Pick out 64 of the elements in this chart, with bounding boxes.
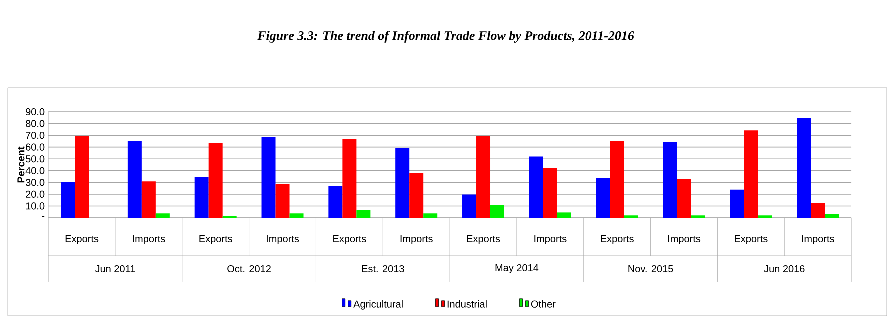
bar: [75, 136, 90, 218]
bar: [194, 177, 209, 218]
bar: [208, 143, 223, 218]
bar: [290, 214, 304, 218]
x-tick-label: Imports: [133, 236, 166, 244]
legend-label: Agricultural: [354, 300, 403, 310]
bar: [596, 178, 610, 218]
y-tick-label: 40.0: [26, 167, 45, 174]
text: Nov. 2015: [628, 265, 674, 273]
legend-label: Industrial: [448, 300, 487, 308]
x-tick-label: Exports: [601, 236, 634, 244]
bar: [128, 141, 142, 218]
bar: [811, 203, 826, 218]
y-tick-label: 60.0: [26, 144, 45, 151]
y-tick-label: 50.0: [26, 156, 45, 163]
bar: [825, 214, 840, 218]
bar: [663, 142, 678, 218]
bar: [610, 141, 624, 218]
x-tick-label: Exports: [467, 236, 500, 244]
y-tick-label: 20.0: [26, 190, 45, 198]
chart-title: Figure 3.3: The trend of Informal Trade Flow by Products, 2011-2016: [258, 31, 634, 43]
bar: [424, 214, 438, 218]
bar: [490, 205, 505, 218]
bar: [410, 173, 424, 218]
bar: [356, 210, 371, 218]
bar: [476, 136, 491, 218]
bar: [156, 214, 170, 218]
bar: [262, 136, 276, 218]
x-tick-label: Imports: [534, 236, 567, 244]
bar: [557, 212, 572, 218]
bar: [543, 168, 558, 218]
y-tick-label: -: [42, 216, 45, 218]
bar: [462, 194, 477, 218]
y-axis-title: Percent: [18, 146, 25, 183]
bar: [396, 148, 410, 218]
x-tick-label: Exports: [334, 236, 366, 244]
x-tick-label: Imports: [668, 236, 701, 244]
bar: [142, 182, 156, 218]
x-tick-label: Exports: [735, 236, 768, 244]
x-tick-label: Exports: [200, 236, 232, 244]
x-tick-label: Imports: [802, 236, 834, 244]
y-tick-label: 90.0: [26, 108, 45, 116]
text: Oct. 2012: [228, 265, 271, 273]
text: Jun 2016: [764, 265, 805, 273]
bar: [342, 138, 357, 218]
bar: [328, 186, 343, 218]
legend-label: Other: [531, 300, 556, 308]
bar: [744, 130, 758, 218]
y-tick-label: 30.0: [26, 179, 45, 186]
text: Est. 2013: [362, 265, 404, 273]
bar: [677, 179, 692, 218]
bar: [529, 156, 544, 218]
x-tick-label: Exports: [66, 236, 99, 244]
bar: [730, 190, 744, 218]
y-tick-label: 80.0: [26, 120, 45, 128]
y-tick-label: 70.0: [26, 132, 45, 140]
bar: [61, 182, 76, 218]
text: Jun 2011: [95, 265, 136, 273]
y-tick-label: 10.0: [26, 202, 45, 210]
bar: [276, 184, 290, 218]
text: May 2014: [496, 264, 539, 274]
bar: [797, 118, 812, 218]
x-tick-label: Imports: [267, 236, 300, 244]
x-tick-label: Imports: [400, 236, 433, 244]
